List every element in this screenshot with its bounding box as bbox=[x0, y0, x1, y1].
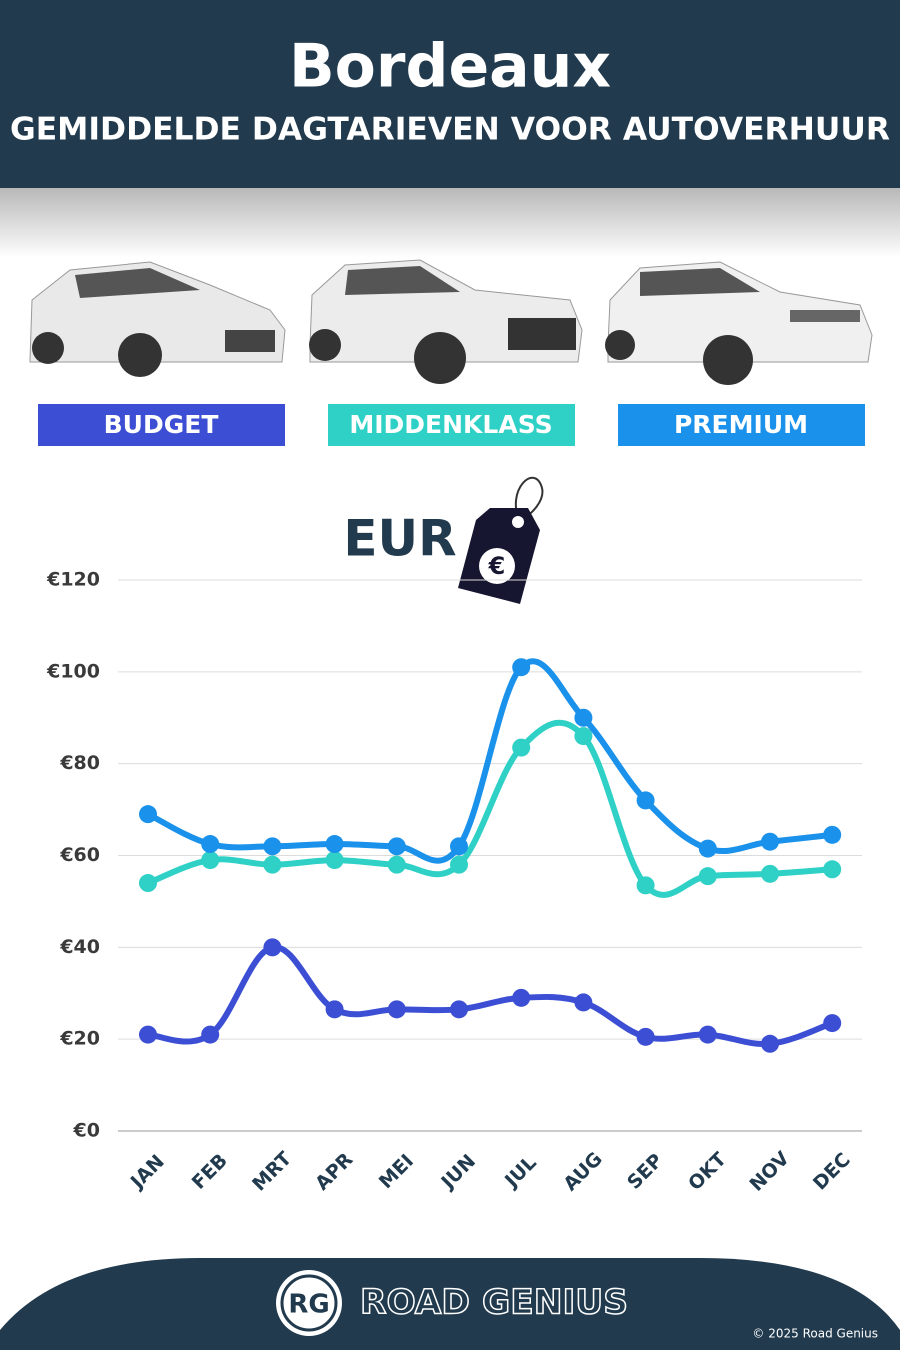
legend-label: PREMIUM bbox=[674, 410, 808, 439]
data-point bbox=[201, 835, 220, 854]
legend-label: BUDGET bbox=[104, 410, 219, 439]
data-point bbox=[387, 837, 406, 856]
y-tick-label: €20 bbox=[59, 1028, 100, 1050]
data-point bbox=[512, 738, 531, 757]
data-point bbox=[823, 1014, 842, 1033]
data-point bbox=[201, 851, 220, 870]
header bbox=[0, 0, 900, 188]
y-tick-label: €120 bbox=[46, 569, 100, 591]
data-point bbox=[761, 1034, 779, 1053]
y-tick-label: €40 bbox=[59, 936, 100, 958]
title: Bordeaux bbox=[289, 32, 611, 102]
data-point bbox=[450, 1000, 468, 1019]
data-point bbox=[636, 876, 655, 895]
data-point bbox=[636, 791, 655, 810]
legend-box bbox=[328, 404, 575, 446]
car-budget bbox=[29, 261, 286, 377]
logo-text: RG bbox=[288, 1290, 329, 1320]
data-point bbox=[574, 993, 593, 1012]
legend-box bbox=[38, 404, 285, 446]
data-point bbox=[698, 1025, 717, 1044]
unit-label: EUR bbox=[343, 510, 456, 568]
data-point bbox=[139, 874, 157, 893]
logo-badge bbox=[276, 1270, 342, 1336]
data-point bbox=[263, 938, 282, 957]
car-midsize bbox=[309, 259, 583, 384]
data-point bbox=[512, 658, 531, 677]
car-premium bbox=[605, 261, 873, 385]
data-point bbox=[574, 708, 593, 727]
legend-label: MIDDENKLASS bbox=[349, 410, 552, 439]
y-tick-label: €60 bbox=[59, 844, 100, 866]
data-point bbox=[325, 851, 344, 870]
data-point bbox=[387, 855, 406, 874]
legend-box bbox=[618, 404, 865, 446]
data-point bbox=[325, 835, 344, 854]
data-point bbox=[574, 727, 593, 746]
data-point bbox=[387, 1000, 406, 1019]
data-point bbox=[263, 855, 282, 874]
data-point bbox=[823, 860, 842, 879]
brand: ROAD GENIUS bbox=[360, 1283, 628, 1323]
data-point bbox=[823, 825, 842, 844]
y-tick-label: €80 bbox=[59, 752, 100, 774]
data-point bbox=[450, 855, 468, 874]
footer bbox=[0, 1258, 900, 1350]
data-point bbox=[450, 837, 468, 856]
y-tick-label: €0 bbox=[73, 1120, 100, 1142]
svg-text:€: € bbox=[488, 552, 506, 580]
data-point bbox=[201, 1025, 220, 1044]
data-point bbox=[636, 1027, 655, 1046]
data-point bbox=[325, 1000, 344, 1019]
subtitle: GEMIDDELDE DAGTARIEVEN VOOR AUTOVERHUUR bbox=[10, 112, 890, 148]
data-point bbox=[263, 837, 282, 856]
data-point bbox=[761, 864, 779, 883]
header-shadow bbox=[0, 188, 900, 258]
data-point bbox=[761, 832, 779, 851]
copyright: © 2025 Road Genius bbox=[752, 1327, 878, 1341]
data-point bbox=[139, 805, 157, 824]
data-point bbox=[139, 1025, 157, 1044]
logo-ring bbox=[280, 1274, 338, 1332]
data-point bbox=[512, 988, 531, 1007]
data-point bbox=[698, 839, 717, 858]
data-point bbox=[698, 867, 717, 886]
y-tick-label: €100 bbox=[46, 660, 100, 682]
